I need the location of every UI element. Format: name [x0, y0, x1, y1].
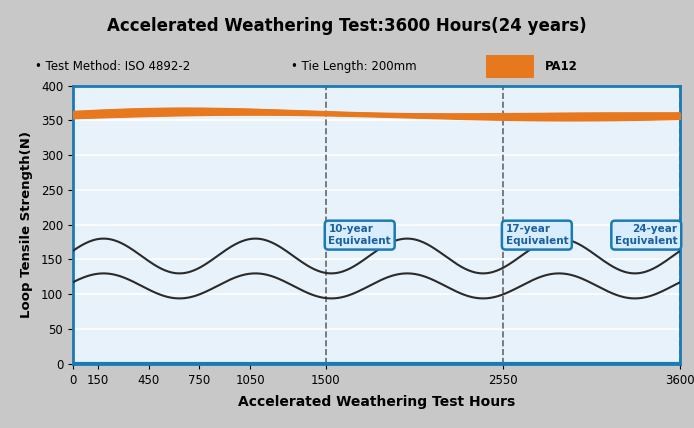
Text: Accelerated Weathering Test:3600 Hours(24 years): Accelerated Weathering Test:3600 Hours(2… — [107, 17, 587, 35]
X-axis label: Accelerated Weathering Test Hours: Accelerated Weathering Test Hours — [238, 395, 515, 409]
Bar — [486, 55, 534, 78]
Text: 17-year
Equivalent: 17-year Equivalent — [505, 224, 568, 246]
Text: • Tie Length: 200mm: • Tie Length: 200mm — [291, 60, 417, 73]
Text: • Test Method: ISO 4892-2: • Test Method: ISO 4892-2 — [35, 60, 190, 73]
Text: 10-year
Equivalent: 10-year Equivalent — [328, 224, 391, 246]
Text: PA12: PA12 — [545, 60, 577, 73]
Text: 24-year
Equivalent: 24-year Equivalent — [615, 224, 677, 246]
Y-axis label: Loop Tensile Strength(N): Loop Tensile Strength(N) — [19, 131, 33, 318]
